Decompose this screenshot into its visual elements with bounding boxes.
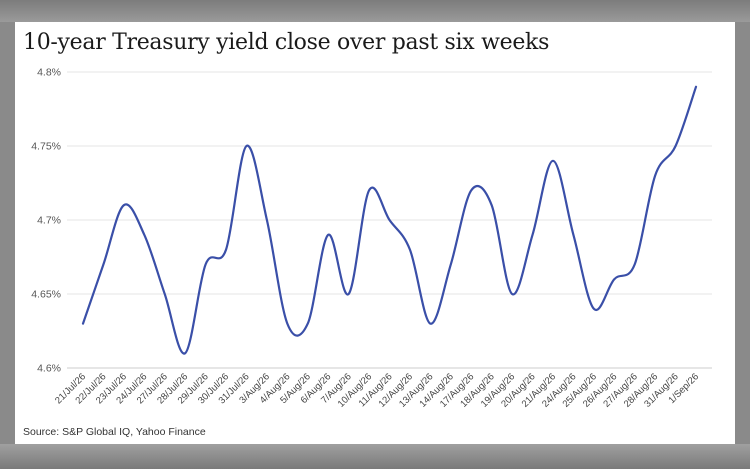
x-axis: 21/Jul/2622/Jul/2623/Jul/2624/Jul/2627/J… <box>53 367 712 410</box>
data-point <box>183 351 187 355</box>
data-point <box>204 262 208 266</box>
data-point <box>428 322 432 326</box>
data-point <box>224 248 228 252</box>
source-note: Source: S&P Global IQ, Yahoo Finance <box>23 426 206 438</box>
data-point <box>510 292 514 296</box>
data-point <box>551 159 555 163</box>
data-point <box>674 144 678 148</box>
data-point <box>163 292 167 296</box>
data-point <box>367 188 371 192</box>
data-point <box>612 277 616 281</box>
y-axis: 4.6% 4.65% 4.7% 4.75% 4.8% <box>31 67 61 375</box>
yield-series-line <box>81 85 698 355</box>
data-point <box>347 292 351 296</box>
data-point <box>531 233 535 237</box>
top-frame-band <box>0 0 750 22</box>
data-point <box>571 233 575 237</box>
chart-title: 10-year Treasury yield close over past s… <box>23 30 550 55</box>
data-point <box>285 322 289 326</box>
y-tick-label: 4.6% <box>37 363 61 375</box>
series-layer <box>81 85 698 355</box>
data-point <box>694 85 698 89</box>
bottom-frame-band <box>0 444 750 469</box>
data-point <box>388 218 392 222</box>
data-point <box>81 322 85 326</box>
data-point <box>653 174 657 178</box>
data-point <box>101 262 105 266</box>
data-point <box>326 233 330 237</box>
data-point <box>408 248 412 252</box>
data-point <box>449 262 453 266</box>
data-point <box>592 307 596 311</box>
data-point <box>490 203 494 207</box>
data-point <box>122 203 126 207</box>
data-point <box>633 262 637 266</box>
y-tick-label: 4.8% <box>37 67 61 79</box>
chart-card: 10-year Treasury yield close over past s… <box>15 22 735 444</box>
data-point <box>306 322 310 326</box>
line-chart: 4.6% 4.65% 4.7% 4.75% 4.8% 21/Jul/2622/Jul/2… <box>31 67 712 410</box>
y-tick-label: 4.75% <box>31 141 61 153</box>
data-point <box>244 144 248 148</box>
data-point <box>265 218 269 222</box>
y-tick-label: 4.7% <box>37 215 61 227</box>
y-tick-label: 4.65% <box>31 289 61 301</box>
data-point <box>469 188 473 192</box>
data-point <box>142 233 146 237</box>
